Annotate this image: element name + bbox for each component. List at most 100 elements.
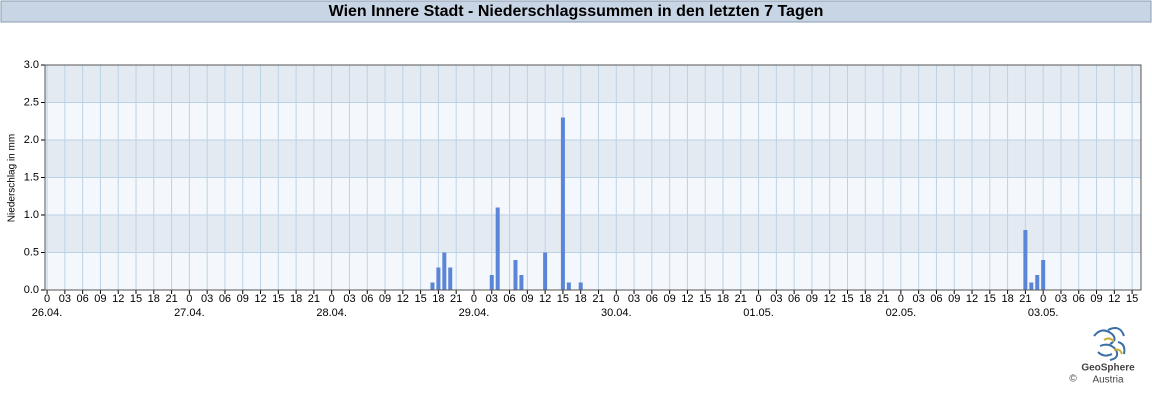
x-tick-label: 06 [788, 293, 800, 305]
y-tick-label: 0.5 [24, 246, 39, 258]
bar [578, 282, 583, 290]
x-tick-label: 15 [699, 293, 711, 305]
chart-title: Wien Innere Stadt - Niederschlagssummen … [329, 3, 824, 20]
x-tick-label: 09 [948, 293, 960, 305]
x-tick-label: 0 [329, 293, 335, 305]
x-tick-label: 15 [272, 293, 284, 305]
x-tick-label: 12 [1108, 293, 1120, 305]
bar [560, 117, 565, 290]
bar [513, 260, 518, 290]
plot-band [45, 140, 1141, 178]
x-tick-label: 09 [1090, 293, 1102, 305]
x-tick-label: 06 [646, 293, 658, 305]
x-tick-label: 15 [1126, 293, 1138, 305]
x-tick-label: 15 [557, 293, 569, 305]
x-tick-label: 18 [859, 293, 871, 305]
x-day-label: 01.05. [743, 307, 774, 319]
x-tick-label: 18 [148, 293, 160, 305]
bar [1041, 260, 1046, 290]
x-tick-label: 0 [186, 293, 192, 305]
x-tick-label: 03 [1055, 293, 1067, 305]
bar [436, 267, 441, 290]
x-tick-label: 18 [432, 293, 444, 305]
logo-icon [1093, 327, 1126, 361]
x-tick-label: 03 [628, 293, 640, 305]
bar [495, 207, 500, 290]
x-day-label: 30.04. [601, 307, 632, 319]
x-tick-label: 03 [343, 293, 355, 305]
x-tick-label: 09 [521, 293, 533, 305]
x-tick-label: 06 [77, 293, 89, 305]
x-tick-label: 09 [664, 293, 676, 305]
bar [1023, 230, 1028, 290]
bar [566, 282, 571, 290]
x-tick-label: 06 [361, 293, 373, 305]
x-day-label: 27.04. [174, 307, 205, 319]
x-tick-label: 15 [841, 293, 853, 305]
x-tick-label: 12 [681, 293, 693, 305]
y-tick-label: 2.0 [24, 134, 39, 146]
x-tick-label: 06 [219, 293, 231, 305]
x-tick-label: 12 [397, 293, 409, 305]
x-tick-label: 0 [471, 293, 477, 305]
x-tick-label: 0 [44, 293, 50, 305]
x-tick-label: 21 [308, 293, 320, 305]
x-tick-label: 18 [717, 293, 729, 305]
x-tick-label: 06 [503, 293, 515, 305]
x-tick-label: 15 [984, 293, 996, 305]
title-bar [0, 0, 1152, 23]
x-tick-label: 0 [898, 293, 904, 305]
y-tick-label: 1.0 [24, 209, 39, 221]
logo-name: GeoSphere [1081, 363, 1135, 374]
x-tick-label: 09 [237, 293, 249, 305]
x-tick-label: 06 [1073, 293, 1085, 305]
bar [430, 282, 435, 290]
y-tick-label: 1.5 [24, 171, 39, 183]
x-tick-label: 18 [290, 293, 302, 305]
bar [489, 275, 494, 290]
plot-band [45, 65, 1141, 103]
x-tick-label: 03 [59, 293, 71, 305]
x-tick-label: 0 [613, 293, 619, 305]
x-tick-label: 12 [539, 293, 551, 305]
y-tick-label: 0.0 [24, 284, 39, 296]
x-day-label: 26.04. [32, 307, 63, 319]
x-tick-label: 12 [966, 293, 978, 305]
x-tick-label: 09 [94, 293, 106, 305]
logo-icon-accent [1103, 337, 1123, 355]
bar [543, 252, 548, 290]
plot-frame [44, 64, 1142, 291]
x-tick-label: 03 [201, 293, 213, 305]
x-day-label: 03.05. [1028, 307, 1059, 319]
x-day-label: 28.04. [316, 307, 347, 319]
x-tick-label: 06 [930, 293, 942, 305]
bar [448, 267, 453, 290]
logo: GeoSphere Austria © [1069, 327, 1135, 386]
y-tick-label: 3.0 [24, 59, 39, 71]
x-tick-label: 09 [379, 293, 391, 305]
x-tick-label: 12 [824, 293, 836, 305]
y-tick-label: 2.5 [24, 96, 39, 108]
x-day-label: 29.04. [459, 307, 490, 319]
bar [519, 275, 524, 290]
plot-band [45, 215, 1141, 253]
x-tick-label: 21 [735, 293, 747, 305]
x-tick-label: 09 [806, 293, 818, 305]
x-tick-label: 15 [414, 293, 426, 305]
x-tick-label: 21 [1019, 293, 1031, 305]
x-day-label: 02.05. [886, 307, 917, 319]
x-tick-label: 21 [450, 293, 462, 305]
x-tick-label: 03 [770, 293, 782, 305]
x-tick-label: 21 [877, 293, 889, 305]
bar [1035, 275, 1040, 290]
bar [442, 252, 447, 290]
copyright: © [1069, 374, 1077, 385]
plot-band [45, 252, 1141, 290]
logo-sub: Austria [1092, 375, 1124, 386]
x-tick-label: 21 [592, 293, 604, 305]
x-tick-label: 21 [165, 293, 177, 305]
bar [1029, 282, 1034, 290]
x-tick-label: 12 [254, 293, 266, 305]
